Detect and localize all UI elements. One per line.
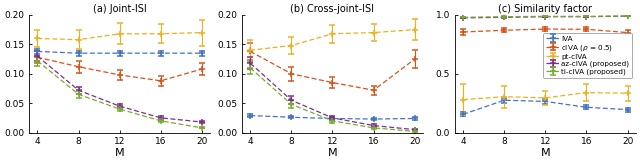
X-axis label: M: M [328, 148, 337, 158]
Legend: IVA, cIVA ($\rho$ = 0.5), pt-cIVA, az-cIVA (proposed), tl-cIVA (proposed): IVA, cIVA ($\rho$ = 0.5), pt-cIVA, az-cI… [543, 33, 632, 78]
X-axis label: M: M [541, 148, 550, 158]
Title: (b) Cross-joint-ISI: (b) Cross-joint-ISI [291, 4, 374, 14]
Title: (c) Similarity factor: (c) Similarity factor [499, 4, 593, 14]
Title: (a) Joint-ISI: (a) Joint-ISI [93, 4, 147, 14]
X-axis label: M: M [115, 148, 124, 158]
